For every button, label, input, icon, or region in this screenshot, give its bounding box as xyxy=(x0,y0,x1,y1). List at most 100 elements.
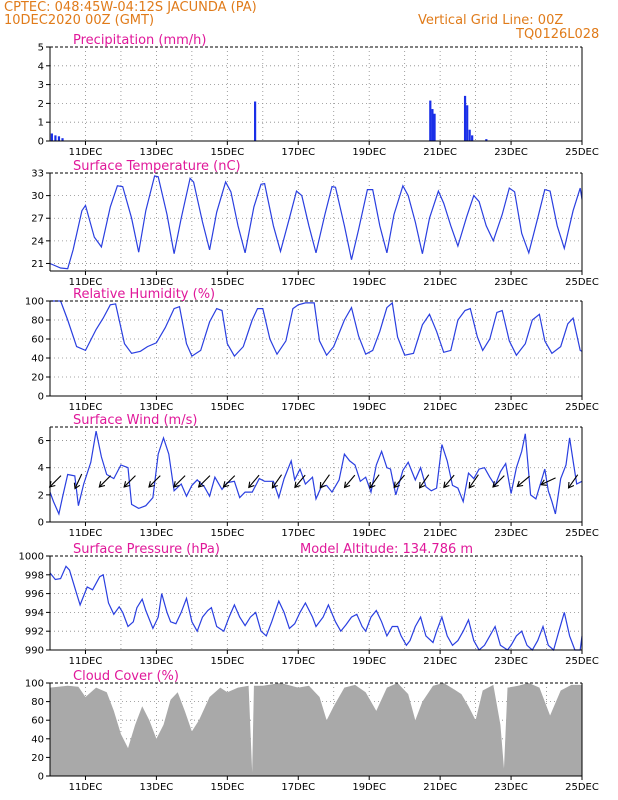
x-tick-label: 17DEC xyxy=(281,528,315,539)
x-tick-label: 21DEC xyxy=(423,277,457,288)
x-tick-label: 23DEC xyxy=(494,782,528,793)
y-tick-label: 20 xyxy=(31,373,44,384)
wind-arrow-head xyxy=(369,481,376,489)
x-tick-label: 11DEC xyxy=(69,656,103,667)
x-tick-label: 17DEC xyxy=(281,402,315,413)
x-tick-label: 19DEC xyxy=(352,782,386,793)
vertical-grid-note: Vertical Grid Line: 00Z xyxy=(418,13,564,28)
x-tick-label: 13DEC xyxy=(140,277,174,288)
x-tick-label: 15DEC xyxy=(210,402,244,413)
y-tick-label: 40 xyxy=(31,354,44,365)
x-tick-label: 13DEC xyxy=(140,147,174,158)
wind-arrow xyxy=(248,474,260,488)
wind-arrow-head xyxy=(123,481,130,488)
wind-arrow xyxy=(344,474,356,488)
y-tick-label: 100 xyxy=(25,297,44,308)
wind-arrow-head xyxy=(343,481,351,489)
rh-line xyxy=(50,300,583,358)
cloud-cover-chart: 0 20 40 60 80 100 11DEC 13DEC 15DEC 17DEC 19DEC 21D… xyxy=(25,669,599,793)
y-tick-label: 24 xyxy=(31,236,44,247)
y-tick-label: 990 xyxy=(25,646,44,657)
wind-arrow xyxy=(198,475,211,488)
panel-title: Relative Humidity (%) xyxy=(73,287,215,302)
surface-pressure-chart: 990 992 994 996 998 1000 11DEC 13DEC 15DEC 17DEC 1… xyxy=(19,542,599,667)
precip-bar xyxy=(429,100,432,141)
x-tick-label: 23DEC xyxy=(494,277,528,288)
wind-arrow-head xyxy=(393,481,400,489)
y-tick-label: 998 xyxy=(25,570,44,581)
x-tick-label: 15DEC xyxy=(210,147,244,158)
y-tick-label: 1 xyxy=(38,118,44,129)
x-tick-label: 15DEC xyxy=(210,782,244,793)
x-tick-label: 25DEC xyxy=(565,782,599,793)
wind-arrow xyxy=(49,475,62,488)
wind-arrow xyxy=(443,474,455,488)
x-tick-label: 19DEC xyxy=(352,656,386,667)
y-tick-label: 4 xyxy=(38,61,44,72)
x-tick-label: 23DEC xyxy=(494,402,528,413)
header-line1: CPTEC: 048:45W-04:12S JACUNDA (PA) xyxy=(4,0,257,15)
y-tick-label: 80 xyxy=(31,697,44,708)
y-tick-label: 5 xyxy=(38,43,44,54)
precip-bar xyxy=(50,133,53,141)
x-tick-label: 17DEC xyxy=(281,277,315,288)
surface-wind-chart: 0 2 4 6 11DEC 13DEC 15DEC 17DEC 19DEC 21DEC 23DEC 2… xyxy=(38,413,599,539)
x-tick-label: 17DEC xyxy=(281,656,315,667)
x-tick-label: 15DEC xyxy=(210,656,244,667)
x-tick-label: 21DEC xyxy=(423,782,457,793)
wind-arrow-head xyxy=(148,481,155,488)
y-tick-label: 60 xyxy=(31,716,44,727)
wind-arrow xyxy=(516,475,530,487)
x-tick-label: 25DEC xyxy=(565,656,599,667)
x-tick-label: 11DEC xyxy=(69,277,103,288)
x-tick-label: 23DEC xyxy=(494,656,528,667)
x-tick-label: 19DEC xyxy=(352,277,386,288)
y-tick-label: 33 xyxy=(31,169,44,180)
wind-arrow xyxy=(148,475,161,488)
wind-arrow-head xyxy=(222,481,230,488)
precip-bar xyxy=(468,129,471,141)
y-tick-label: 20 xyxy=(31,753,44,764)
wind-arrow xyxy=(319,474,330,489)
wind-arrow xyxy=(74,473,83,489)
wind-arrow-head xyxy=(98,481,106,488)
precip-bar xyxy=(61,138,64,141)
x-tick-label: 21DEC xyxy=(423,528,457,539)
wind-arrow xyxy=(98,475,112,488)
x-tick-label: 19DEC xyxy=(352,147,386,158)
panel-title: Surface Temperature (nC) xyxy=(73,159,241,174)
surface-temperature-chart: 21 24 27 30 33 11DEC 13DEC 15DEC 17DEC 19DEC 21DEC… xyxy=(31,159,599,288)
wind-arrow-head xyxy=(516,480,524,488)
precipitation-chart: 0 1 2 3 4 5 11DEC 13DEC 15DEC 17DEC 19DEC 21DEC 23DE… xyxy=(38,33,599,158)
x-tick-label: 15DEC xyxy=(210,277,244,288)
model-altitude-note: Model Altitude: 134.786 m xyxy=(300,542,473,557)
y-tick-label: 3 xyxy=(38,80,44,91)
y-tick-label: 60 xyxy=(31,335,44,346)
wind-arrow-head xyxy=(443,481,450,489)
y-tick-label: 80 xyxy=(31,316,44,327)
relative-humidity-chart: 0 20 40 60 80 100 11DEC 13DEC 15DEC 17DEC 19DEC 21D… xyxy=(25,287,599,413)
x-tick-label: 25DEC xyxy=(565,277,599,288)
panel-title: Surface Wind (m/s) xyxy=(73,413,197,428)
precip-bar xyxy=(253,101,257,141)
wind-arrow-head xyxy=(418,481,426,489)
wind-arrow-head xyxy=(197,481,205,488)
wind-arrow-head xyxy=(468,481,475,489)
wind-arrow-head xyxy=(540,479,547,486)
model-code: TQ0126L028 xyxy=(516,27,600,42)
y-tick-label: 1000 xyxy=(19,552,44,563)
x-tick-label: 11DEC xyxy=(69,402,103,413)
panel-title: Precipitation (mm/h) xyxy=(73,33,206,48)
x-tick-label: 11DEC xyxy=(69,147,103,158)
wind-arrow-head xyxy=(492,481,499,488)
wind-arrow xyxy=(468,474,479,489)
y-tick-label: 0 xyxy=(38,518,44,529)
y-tick-label: 40 xyxy=(31,734,44,745)
x-tick-label: 17DEC xyxy=(281,147,315,158)
x-tick-label: 11DEC xyxy=(69,528,103,539)
x-tick-label: 21DEC xyxy=(423,147,457,158)
cloud-cover-area xyxy=(50,683,582,776)
wind-line xyxy=(49,430,583,516)
y-tick-label: 994 xyxy=(25,608,44,619)
panel-title: Surface Pressure (hPa) xyxy=(73,542,220,557)
